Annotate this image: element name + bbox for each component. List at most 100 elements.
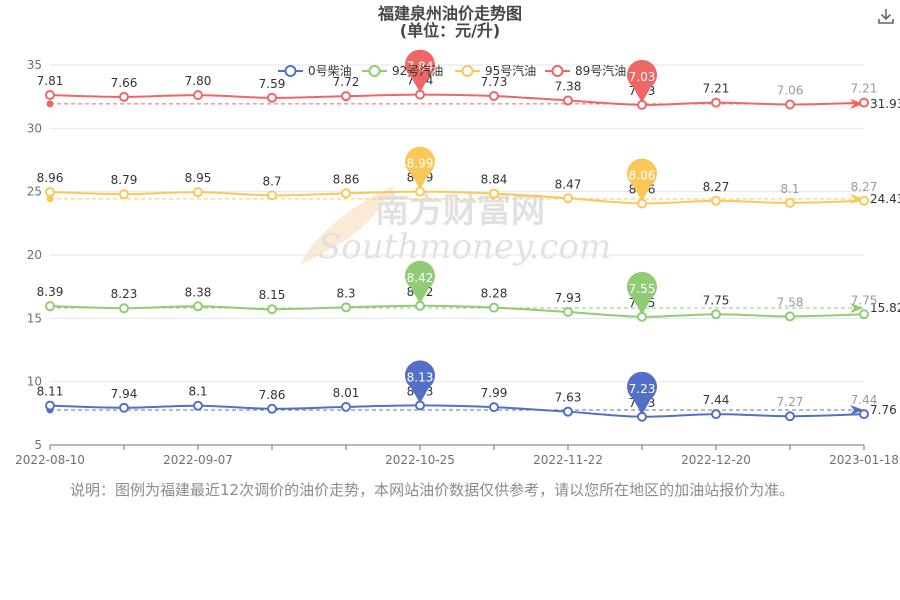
average-label: 24.43 <box>870 192 900 206</box>
min-pin: 7.23 <box>627 371 658 415</box>
pin-shape <box>405 146 436 190</box>
pin-label: 7.55 <box>629 282 656 296</box>
series-0: 7.76 8.11 7.94 8.1 7.86 8.01 8.13 7.99 7.63 7.23 7… <box>37 360 897 422</box>
series-line <box>49 190 865 205</box>
data-label: 7.93 <box>555 291 582 305</box>
legend-label: 95号汽油 <box>485 63 536 78</box>
data-label: 7.86 <box>259 388 286 402</box>
y-tick-label: 15 <box>27 311 42 325</box>
data-point <box>341 188 351 199</box>
data-point <box>119 189 129 200</box>
legend-label: 92号汽油 <box>392 63 443 78</box>
data-label: 8.84 <box>481 173 508 187</box>
pin-label: 8.06 <box>629 168 656 182</box>
max-pin: 8.42 <box>405 260 436 304</box>
series-3: 31.93 7.81 7.66 7.80 7.59 7.72 7.84 7.73 7.38 7.0… <box>37 49 900 111</box>
data-point <box>193 90 203 101</box>
data-label: 8.39 <box>37 285 64 299</box>
data-label: 8.95 <box>185 171 212 185</box>
min-pin: 8.06 <box>627 158 657 202</box>
data-label: 7.81 <box>37 74 64 88</box>
data-point <box>563 307 573 317</box>
data-point <box>563 193 573 204</box>
average-line-start <box>46 100 54 108</box>
data-point <box>341 91 351 102</box>
legend-item-0: 0号柴油 <box>278 64 352 78</box>
pin-label: 8.99 <box>407 157 434 171</box>
y-tick-label: 25 <box>27 185 42 199</box>
data-point <box>785 99 795 110</box>
data-point <box>267 304 277 315</box>
average-line-arrow <box>850 98 864 109</box>
pin-shape <box>627 59 657 103</box>
data-label: 7.63 <box>555 391 582 405</box>
data-point <box>563 95 573 106</box>
data-label: 7.66 <box>111 76 138 90</box>
data-point <box>119 402 129 413</box>
data-point <box>711 309 721 320</box>
x-tick-label: 2022-09-07 <box>163 453 233 467</box>
data-point <box>785 311 795 322</box>
data-point <box>711 97 721 108</box>
x-tick-label: 2023-01-18 <box>829 453 899 467</box>
max-pin: 8.99 <box>405 146 436 190</box>
x-tick-label: 2022-12-20 <box>681 453 751 467</box>
data-label: 7.44 <box>703 393 730 407</box>
pin-label: 7.23 <box>629 382 656 396</box>
data-point <box>489 188 499 199</box>
data-point <box>563 406 573 417</box>
y-tick-label: 30 <box>27 121 42 135</box>
data-label: 7.73 <box>481 75 508 89</box>
data-label: 7.38 <box>555 79 582 93</box>
data-label: 8.47 <box>555 177 582 191</box>
data-point <box>193 187 203 198</box>
legend-item-1: 92号汽油 <box>362 63 443 78</box>
data-label: 7.21 <box>703 82 730 96</box>
data-point <box>341 401 351 412</box>
data-label: 8.1 <box>188 385 207 399</box>
data-label: 8.38 <box>185 285 212 299</box>
x-tick-label: 2022-08-10 <box>15 453 85 467</box>
data-point <box>45 90 55 101</box>
data-label: 8.79 <box>111 173 138 187</box>
data-label: 8.86 <box>333 172 360 186</box>
average-line-start <box>46 195 54 203</box>
data-label: 8.11 <box>37 385 64 399</box>
data-point <box>193 301 203 312</box>
legend: 0号柴油 92号汽油 95号汽油 89号汽油 <box>278 63 626 78</box>
data-label: 7.80 <box>185 74 212 88</box>
series-line <box>49 304 865 318</box>
watermark-cn: 南方财富网 <box>375 191 545 231</box>
data-label: 7.94 <box>111 387 138 401</box>
data-label: 8.15 <box>259 288 286 302</box>
data-point <box>489 302 499 313</box>
download-icon[interactable] <box>876 6 896 26</box>
data-label: 7.21 <box>851 82 878 96</box>
max-pin: 8.13 <box>405 360 436 404</box>
y-tick-label: 20 <box>27 248 42 262</box>
pin-shape <box>405 260 436 304</box>
watermark-en: Southmoney.com <box>318 227 611 267</box>
series-1: 15.82 8.39 8.23 8.38 8.15 8.3 8.42 8.28 7.93 7.55… <box>37 260 900 322</box>
data-label: 8.27 <box>851 180 878 194</box>
x-tick-label: 2022-10-25 <box>385 453 455 467</box>
data-point <box>45 187 55 198</box>
legend-item-2: 95号汽油 <box>455 63 536 78</box>
data-label: 8.3 <box>336 286 355 300</box>
pin-shape <box>627 371 658 415</box>
data-label: 7.58 <box>777 295 804 309</box>
pin-shape <box>627 158 657 202</box>
data-point <box>859 195 869 206</box>
y-tick-label: 5 <box>34 438 42 452</box>
data-point <box>859 309 869 320</box>
average-line-arrow <box>850 302 864 313</box>
watermark-swoosh <box>300 185 395 265</box>
data-label: 8.96 <box>37 171 64 185</box>
pin-label: 8.13 <box>407 370 434 384</box>
pin-label: 8.42 <box>407 271 434 285</box>
data-point <box>785 197 795 208</box>
y-tick-label: 35 <box>27 58 42 72</box>
pin-shape <box>405 49 436 93</box>
series-2: 24.43 8.96 8.79 8.95 8.7 8.86 8.99 8.84 8.47 8.06… <box>37 146 900 209</box>
